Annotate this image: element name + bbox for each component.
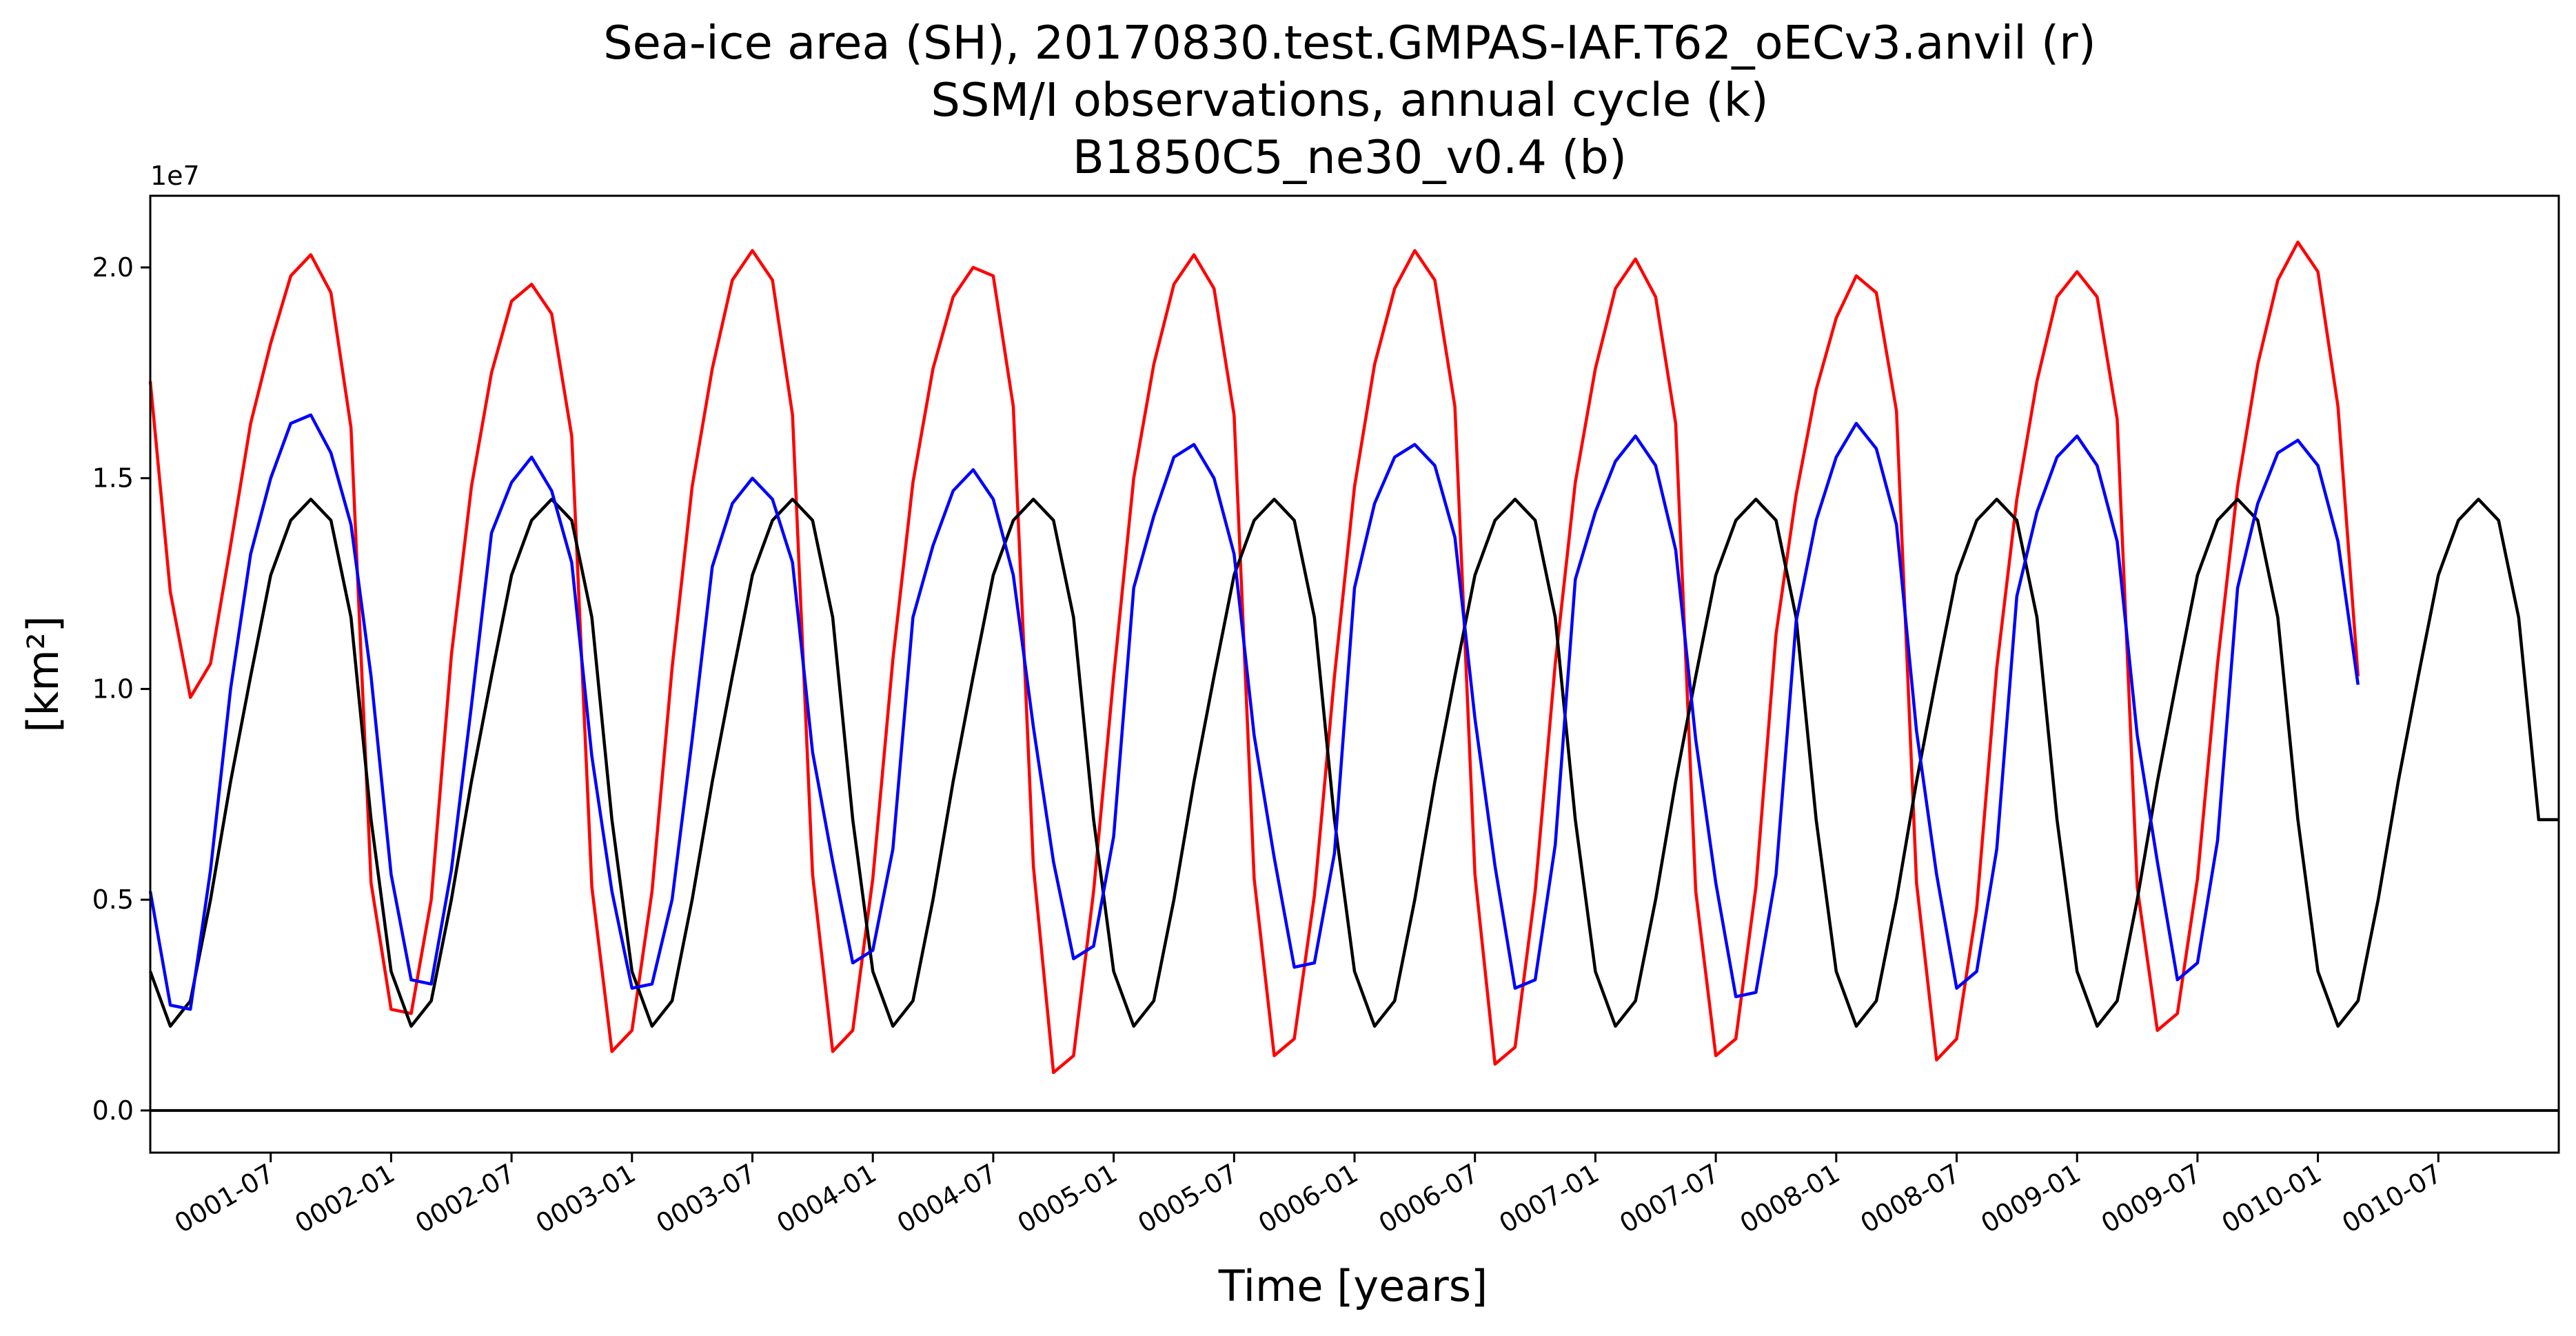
y-axis-offset-label: 1e7 (150, 161, 200, 191)
y-axis-label: [km²] (18, 616, 68, 733)
y-tick-label: 1.5 (92, 463, 134, 494)
series-line-r (148, 241, 2360, 1075)
series-line-b (148, 413, 2360, 1011)
title-line-1: Sea-ice area (SH), 20170830.test.GMPAS-I… (603, 16, 2096, 70)
y-tick-label: 2.0 (92, 252, 134, 283)
y-axis-ticks: 0.0 0.5 1.0 1.5 2.0 (92, 252, 150, 1126)
title-line-2: SSM/I observations, annual cycle (k) (931, 73, 1768, 127)
chart-title: Sea-ice area (SH), 20170830.test.GMPAS-I… (603, 16, 2096, 184)
x-axis-label: Time [years] (1218, 1261, 1488, 1311)
y-tick-label: 0.0 (92, 1095, 134, 1126)
series-line-k (148, 497, 2559, 1028)
y-tick-label: 0.5 (92, 884, 134, 915)
title-line-3: B1850C5_ne30_v0.4 (b) (1073, 130, 1627, 184)
y-tick-label: 1.0 (92, 674, 134, 704)
series-layer (148, 241, 2559, 1075)
